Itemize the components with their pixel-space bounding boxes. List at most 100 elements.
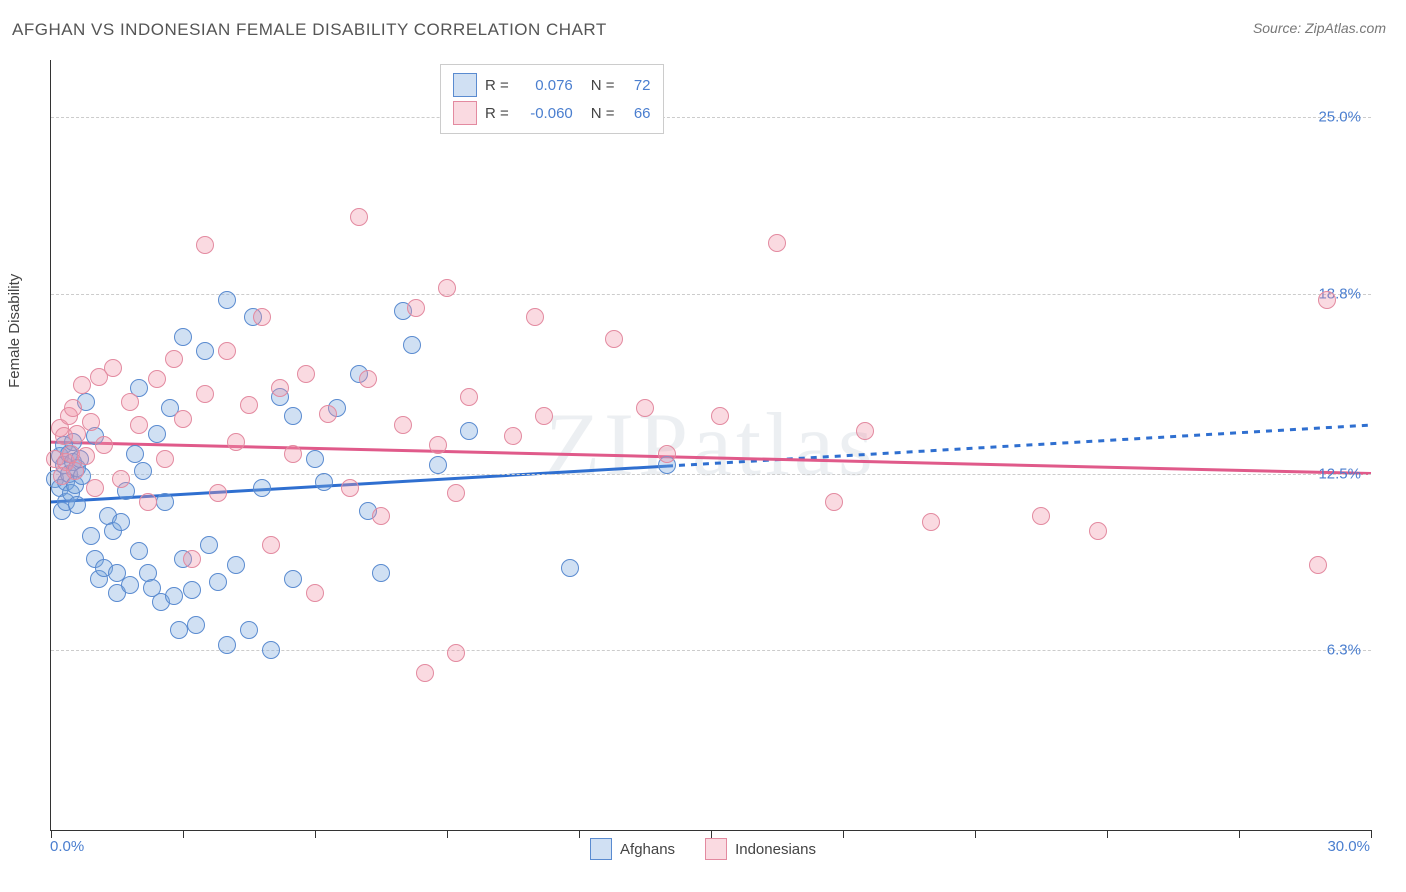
scatter-point	[134, 462, 152, 480]
y-tick-label: 6.3%	[1327, 642, 1361, 659]
scatter-point	[407, 299, 425, 317]
scatter-point	[284, 445, 302, 463]
scatter-point	[658, 445, 676, 463]
legend-n-label: N =	[591, 77, 615, 94]
scatter-point	[1318, 291, 1336, 309]
scatter-point	[372, 564, 390, 582]
trend-lines-svg	[51, 60, 1371, 830]
scatter-point	[121, 393, 139, 411]
x-tick	[1239, 830, 1240, 838]
scatter-point	[165, 587, 183, 605]
scatter-point	[165, 350, 183, 368]
x-tick	[51, 830, 52, 838]
scatter-point	[504, 427, 522, 445]
legend-correlation-row: R = 0.076 N = 72	[453, 71, 651, 99]
legend-swatch	[590, 838, 612, 860]
y-tick-label: 12.5%	[1318, 465, 1361, 482]
legend-series-label: Afghans	[620, 841, 675, 858]
x-tick	[975, 830, 976, 838]
scatter-point	[447, 644, 465, 662]
gridline	[51, 474, 1371, 475]
scatter-point	[319, 405, 337, 423]
scatter-point	[297, 365, 315, 383]
legend-r-value: 0.076	[517, 77, 573, 94]
scatter-point	[403, 336, 421, 354]
scatter-point	[306, 450, 324, 468]
legend-swatch	[453, 101, 477, 125]
scatter-point	[460, 422, 478, 440]
scatter-point	[460, 388, 478, 406]
scatter-point	[372, 507, 390, 525]
legend-series-label: Indonesians	[735, 841, 816, 858]
scatter-point	[284, 407, 302, 425]
scatter-point	[227, 556, 245, 574]
scatter-point	[86, 479, 104, 497]
scatter-point	[187, 616, 205, 634]
legend-n-label: N =	[591, 105, 615, 122]
scatter-point	[535, 407, 553, 425]
scatter-point	[240, 396, 258, 414]
scatter-point	[636, 399, 654, 417]
scatter-point	[240, 621, 258, 639]
chart-title: AFGHAN VS INDONESIAN FEMALE DISABILITY C…	[12, 20, 607, 40]
legend-n-value: 66	[623, 105, 651, 122]
trend-line	[51, 442, 1371, 473]
scatter-point	[174, 410, 192, 428]
scatter-point	[95, 436, 113, 454]
x-tick	[843, 830, 844, 838]
scatter-point	[315, 473, 333, 491]
x-tick	[711, 830, 712, 838]
scatter-point	[253, 308, 271, 326]
scatter-point	[856, 422, 874, 440]
scatter-point	[130, 416, 148, 434]
scatter-point	[1089, 522, 1107, 540]
gridline	[51, 117, 1371, 118]
scatter-point	[196, 236, 214, 254]
x-tick	[447, 830, 448, 838]
scatter-point	[82, 527, 100, 545]
scatter-point	[156, 450, 174, 468]
x-tick	[1371, 830, 1372, 838]
watermark: ZIPatlas	[545, 394, 877, 497]
scatter-point	[209, 484, 227, 502]
scatter-point	[126, 445, 144, 463]
scatter-point	[183, 581, 201, 599]
scatter-point	[394, 416, 412, 434]
scatter-point	[447, 484, 465, 502]
scatter-point	[825, 493, 843, 511]
scatter-point	[148, 370, 166, 388]
x-tick	[579, 830, 580, 838]
scatter-point	[112, 470, 130, 488]
scatter-point	[68, 496, 86, 514]
scatter-point	[271, 379, 289, 397]
scatter-point	[306, 584, 324, 602]
scatter-point	[104, 359, 122, 377]
x-tick	[183, 830, 184, 838]
legend-series: Afghans Indonesians	[0, 838, 1406, 860]
scatter-point	[196, 385, 214, 403]
scatter-point	[130, 542, 148, 560]
scatter-point	[200, 536, 218, 554]
scatter-point	[112, 513, 130, 531]
scatter-point	[73, 376, 91, 394]
scatter-point	[605, 330, 623, 348]
scatter-point	[1309, 556, 1327, 574]
legend-r-label: R =	[485, 77, 509, 94]
scatter-point	[416, 664, 434, 682]
legend-n-value: 72	[623, 77, 651, 94]
scatter-point	[139, 493, 157, 511]
scatter-point	[82, 413, 100, 431]
scatter-point	[922, 513, 940, 531]
scatter-point	[77, 447, 95, 465]
scatter-point	[561, 559, 579, 577]
scatter-point	[438, 279, 456, 297]
x-tick	[1107, 830, 1108, 838]
scatter-point	[253, 479, 271, 497]
gridline	[51, 650, 1371, 651]
scatter-point	[218, 636, 236, 654]
y-axis-label: Female Disability	[6, 274, 23, 388]
scatter-point	[359, 370, 377, 388]
scatter-point	[64, 399, 82, 417]
gridline	[51, 294, 1371, 295]
scatter-point	[711, 407, 729, 425]
